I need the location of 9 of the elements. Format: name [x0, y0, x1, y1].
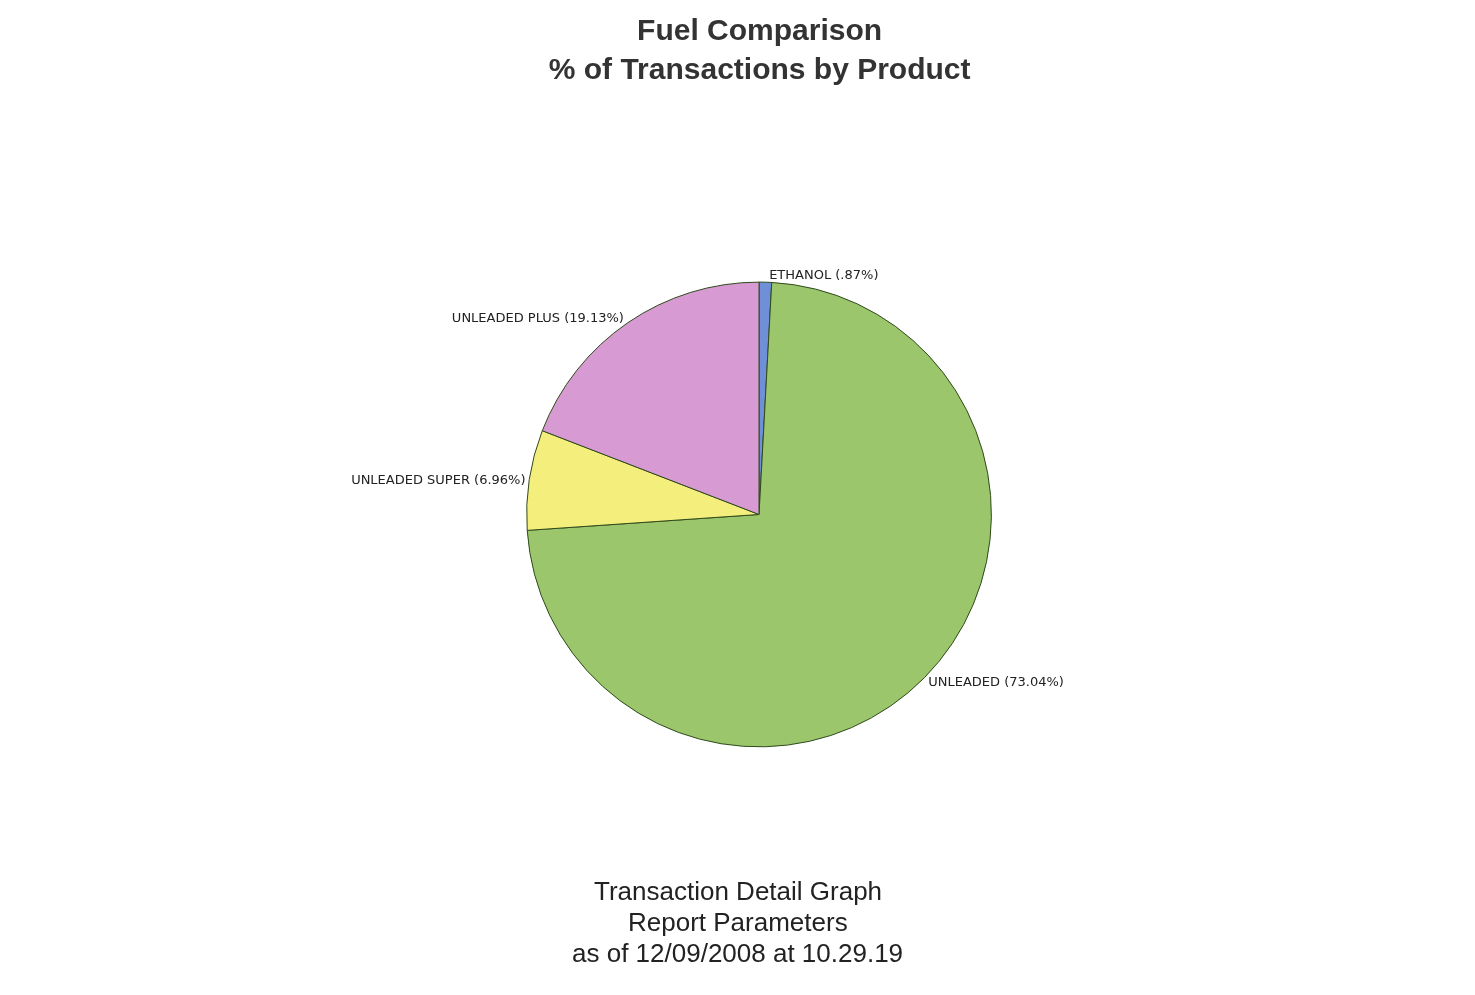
text: as of 12/09/2008 at 10.29.19 [572, 938, 904, 968]
slice-label: UNLEADED (73.04%) [928, 673, 1064, 689]
slice-label: UNLEADED SUPER (6.96%) [351, 472, 526, 488]
text: Report Parameters [628, 907, 848, 937]
slice-label: ETHANOL (.87%) [769, 267, 879, 283]
chart-subtitle: % of Transactions by Product [548, 51, 971, 85]
text: Transaction Detail Graph [594, 876, 883, 906]
chart-title: Fuel Comparison [637, 12, 883, 46]
slice-label: UNLEADED PLUS (19.13%) [451, 310, 624, 326]
